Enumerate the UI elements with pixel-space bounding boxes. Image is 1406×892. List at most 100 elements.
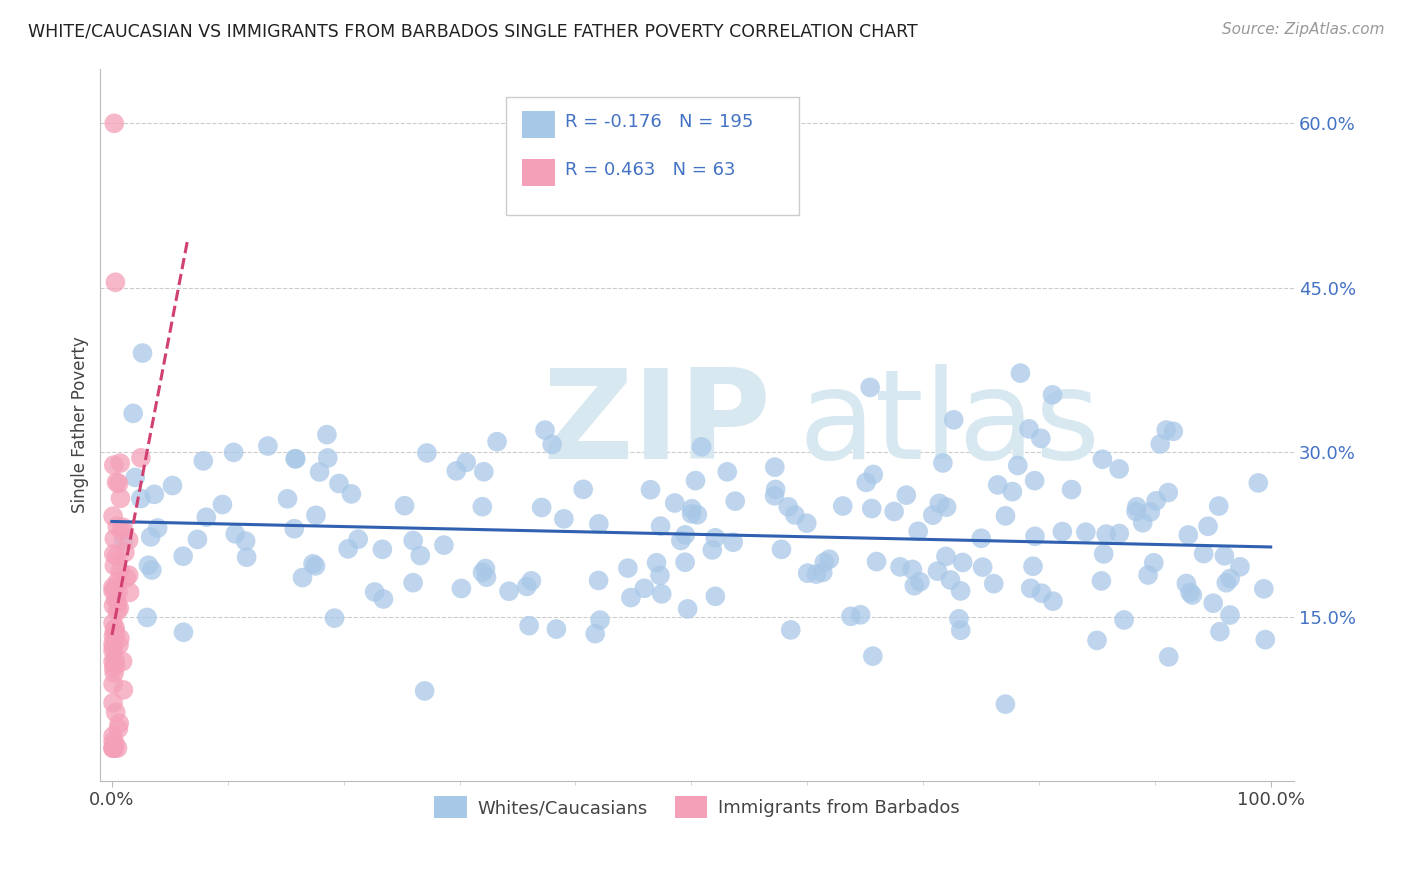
Point bbox=[921, 508, 943, 523]
Point bbox=[257, 439, 280, 453]
Point bbox=[107, 476, 129, 491]
Point bbox=[1209, 624, 1232, 639]
Point bbox=[101, 741, 124, 756]
Point bbox=[676, 602, 699, 616]
Point bbox=[1254, 632, 1277, 647]
Point bbox=[402, 533, 425, 548]
Point bbox=[305, 508, 328, 523]
Point bbox=[104, 737, 127, 751]
Point bbox=[450, 582, 472, 596]
Point bbox=[589, 613, 612, 627]
Point bbox=[110, 524, 132, 538]
Point bbox=[394, 499, 416, 513]
Point bbox=[939, 573, 962, 587]
Point bbox=[101, 580, 124, 594]
Point bbox=[103, 741, 125, 756]
Point bbox=[129, 450, 152, 465]
Point bbox=[471, 566, 494, 580]
Point bbox=[304, 558, 326, 573]
Point bbox=[1074, 525, 1097, 540]
Point bbox=[101, 729, 124, 743]
Point bbox=[475, 570, 498, 584]
Point bbox=[645, 556, 668, 570]
Point bbox=[702, 542, 724, 557]
Point bbox=[907, 524, 929, 539]
Point bbox=[994, 697, 1017, 711]
Point bbox=[105, 549, 128, 563]
Point bbox=[162, 478, 184, 492]
Point bbox=[105, 475, 128, 490]
Point bbox=[1085, 633, 1108, 648]
Point bbox=[363, 585, 385, 599]
Point bbox=[235, 550, 257, 565]
Point bbox=[640, 483, 662, 497]
Point bbox=[763, 460, 786, 475]
Point bbox=[987, 478, 1010, 492]
Point bbox=[932, 456, 955, 470]
Point bbox=[994, 508, 1017, 523]
Point bbox=[347, 532, 370, 546]
Point bbox=[131, 346, 153, 360]
Point bbox=[101, 655, 124, 669]
Point bbox=[172, 625, 194, 640]
Point bbox=[104, 706, 127, 720]
Point bbox=[143, 487, 166, 501]
Point bbox=[413, 684, 436, 698]
Point bbox=[283, 522, 305, 536]
Point bbox=[112, 533, 135, 547]
Point bbox=[107, 741, 129, 756]
Point bbox=[323, 611, 346, 625]
Point bbox=[1042, 388, 1064, 402]
Point bbox=[648, 568, 671, 582]
Point bbox=[284, 451, 307, 466]
Point bbox=[308, 465, 330, 479]
Point bbox=[1091, 452, 1114, 467]
Point bbox=[103, 547, 125, 561]
Point bbox=[860, 501, 883, 516]
Legend: Whites/Caucasians, Immigrants from Barbados: Whites/Caucasians, Immigrants from Barba… bbox=[427, 789, 967, 825]
Point bbox=[949, 583, 972, 598]
Point bbox=[1192, 547, 1215, 561]
Point bbox=[129, 491, 152, 506]
Point bbox=[1092, 547, 1115, 561]
Point bbox=[108, 716, 131, 731]
Point bbox=[901, 562, 924, 576]
Point bbox=[806, 567, 828, 582]
Point bbox=[669, 533, 692, 548]
Point bbox=[1219, 572, 1241, 586]
Point bbox=[138, 558, 160, 573]
Point bbox=[371, 542, 394, 557]
Point bbox=[633, 582, 655, 596]
Point bbox=[1253, 582, 1275, 596]
Point bbox=[948, 612, 970, 626]
Point bbox=[446, 464, 468, 478]
Point bbox=[222, 445, 245, 459]
Point bbox=[583, 626, 606, 640]
Point bbox=[972, 560, 994, 574]
Point bbox=[681, 501, 703, 516]
Point bbox=[402, 575, 425, 590]
Point bbox=[1010, 366, 1032, 380]
Point bbox=[1018, 422, 1040, 436]
Point bbox=[1001, 484, 1024, 499]
Point bbox=[1132, 516, 1154, 530]
Point bbox=[970, 531, 993, 545]
Point bbox=[1126, 500, 1149, 514]
Point bbox=[498, 584, 520, 599]
Point bbox=[721, 535, 744, 549]
Point bbox=[101, 741, 124, 756]
Point bbox=[1213, 549, 1236, 563]
Point bbox=[530, 500, 553, 515]
Point bbox=[831, 499, 853, 513]
Point bbox=[520, 574, 543, 588]
Point bbox=[486, 434, 509, 449]
Point bbox=[103, 624, 125, 638]
Point bbox=[1202, 596, 1225, 610]
Point bbox=[107, 596, 129, 610]
Point bbox=[111, 655, 134, 669]
Point bbox=[136, 610, 159, 624]
Point bbox=[107, 604, 129, 618]
Text: Source: ZipAtlas.com: Source: ZipAtlas.com bbox=[1222, 22, 1385, 37]
Point bbox=[471, 500, 494, 514]
Point bbox=[416, 446, 439, 460]
